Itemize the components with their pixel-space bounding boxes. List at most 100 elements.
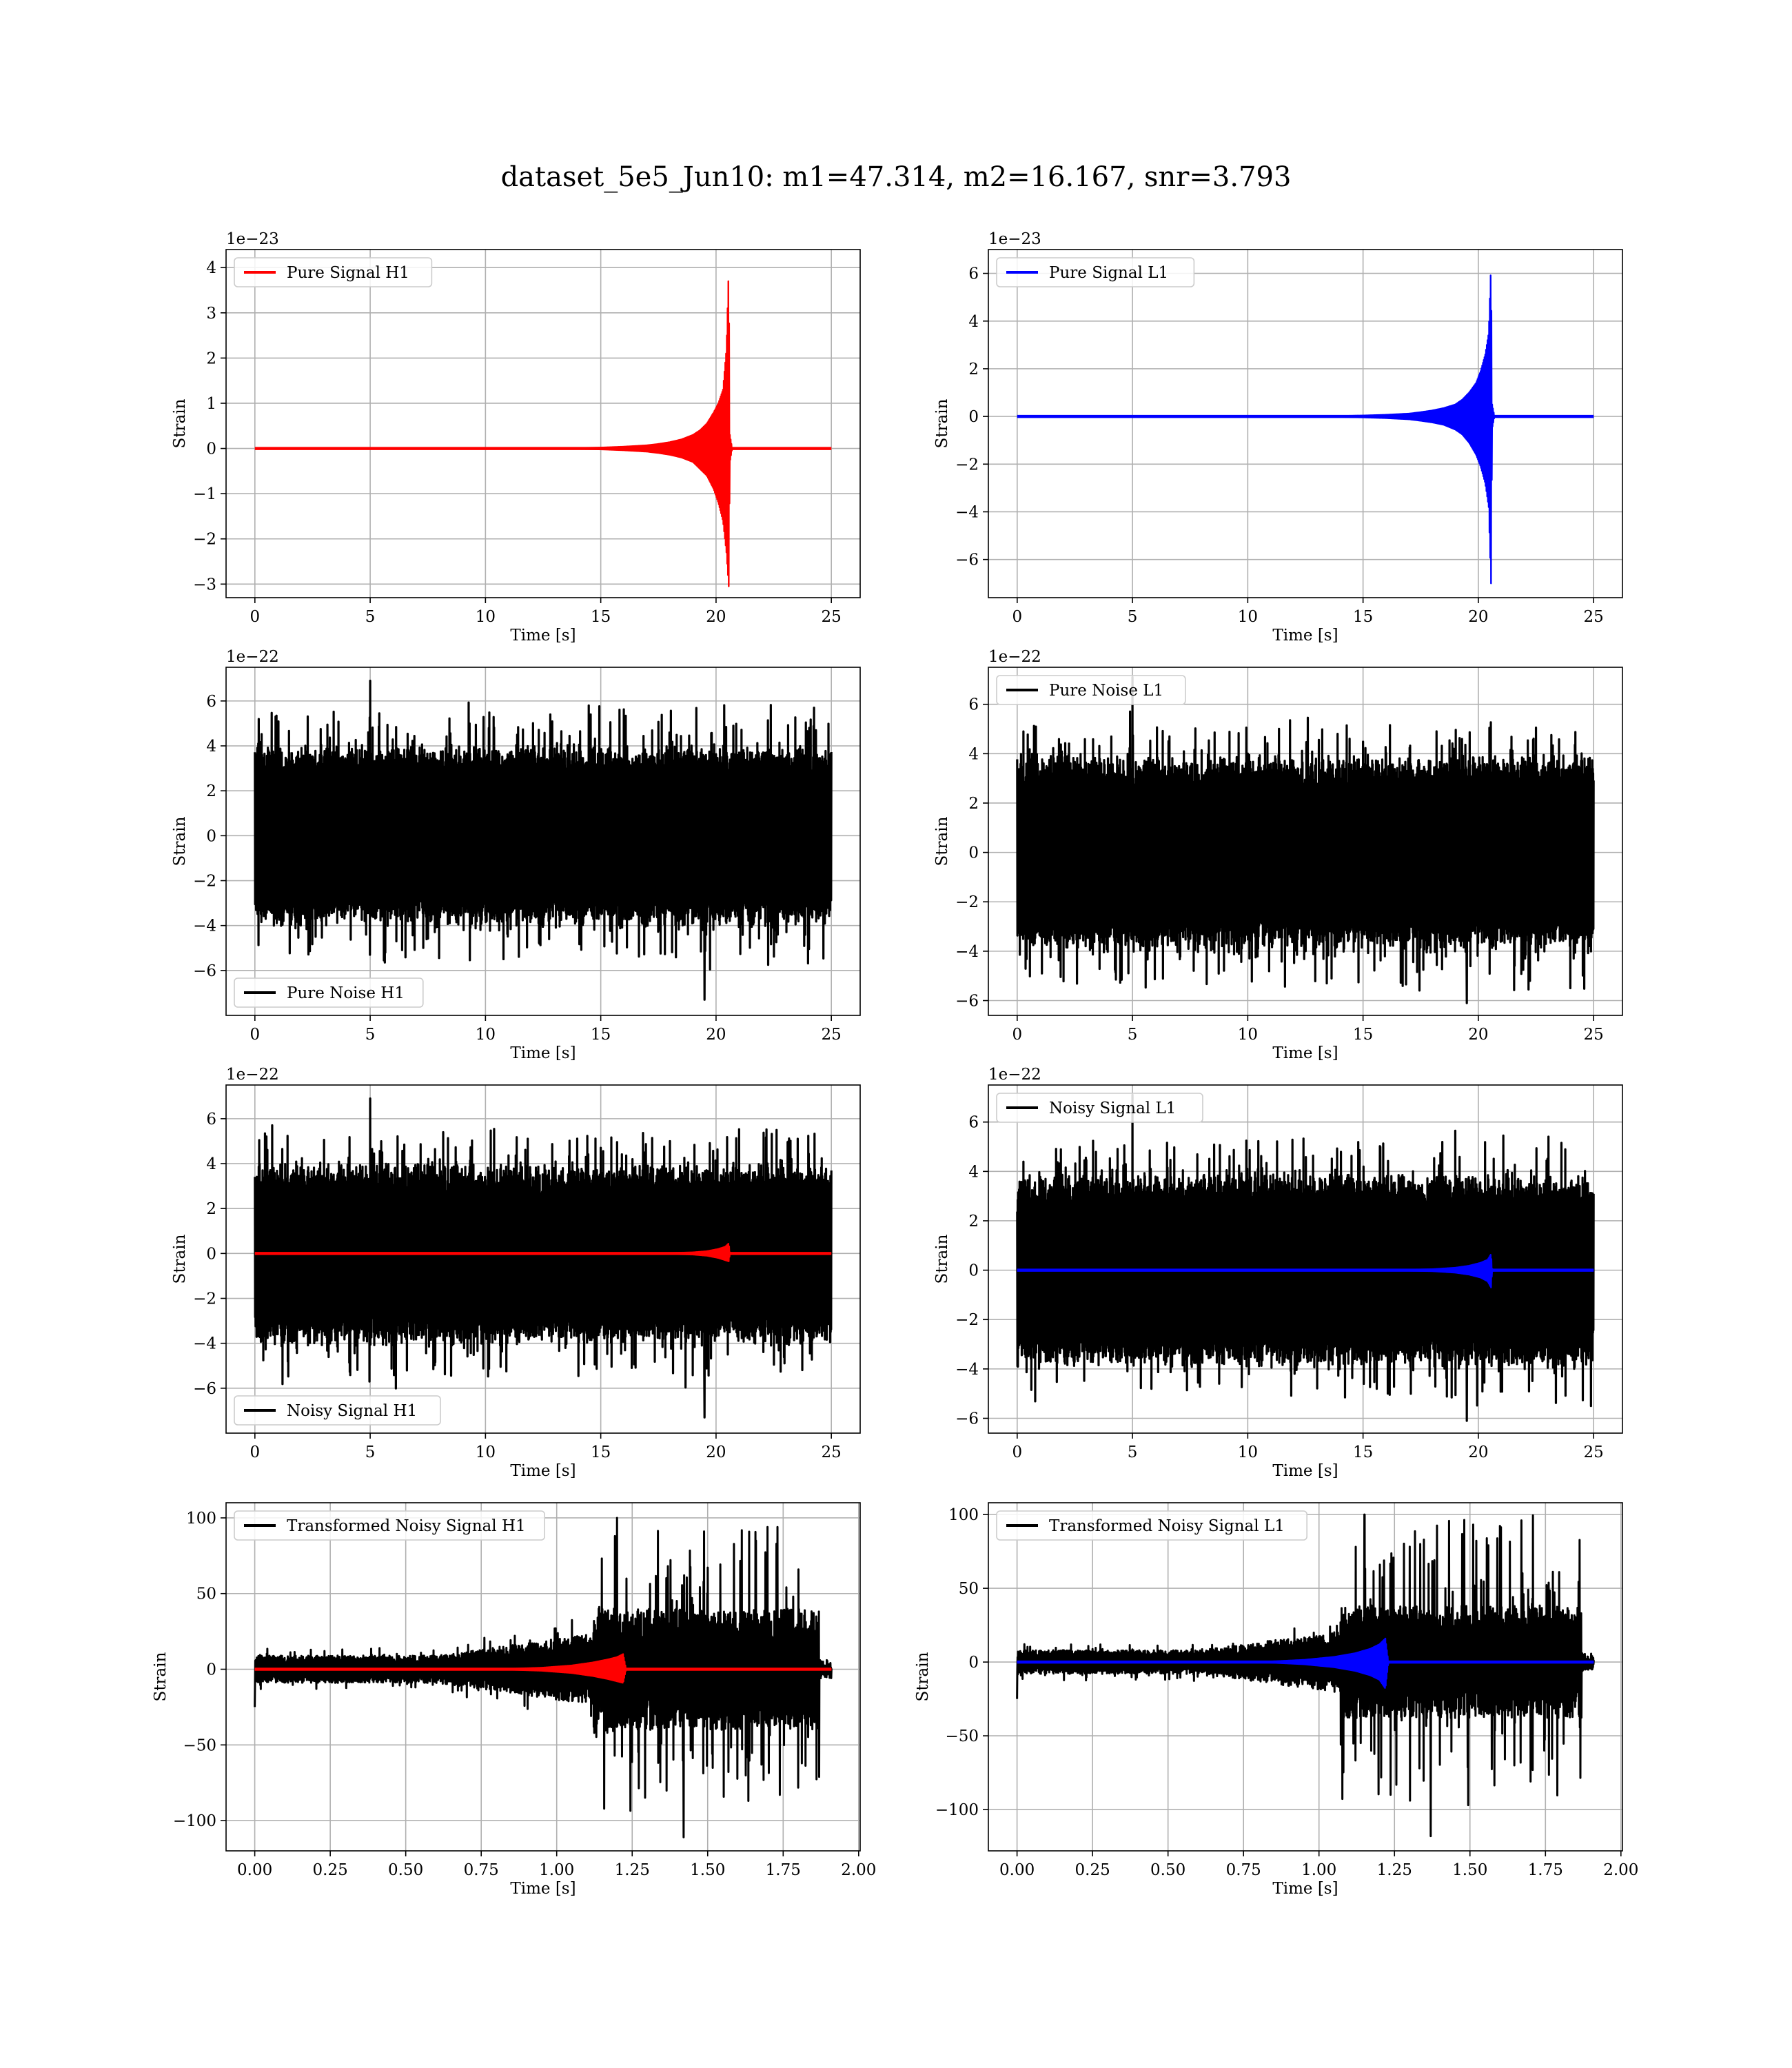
plot-area — [254, 1517, 833, 1838]
y-tick-label: −2 — [955, 893, 979, 911]
legend-box — [996, 1510, 1308, 1541]
x-tick-label: 0 — [1012, 608, 1022, 626]
y-tick-label: −100 — [935, 1801, 979, 1819]
legend: Pure Signal H1 — [234, 257, 433, 287]
y-tick-label: −1 — [193, 485, 216, 503]
y-tick-label: −6 — [193, 1380, 216, 1398]
series-transformed-noisy-signal-l1 — [1016, 1513, 1595, 1838]
legend-label: Noisy Signal L1 — [1049, 1099, 1176, 1117]
subplot-noisy-signal-h1: 0 5 10 15 20 25 −6 −4 −2 0 2 4 6 Time [s] Strain 1e−22 N… — [171, 1066, 861, 1480]
x-tick-label: 5 — [1128, 608, 1138, 626]
x-tick-label: 5 — [1128, 1443, 1138, 1461]
x-tick-label: 1.25 — [1377, 1861, 1412, 1879]
legend-label: Transformed Noisy Signal H1 — [287, 1517, 526, 1535]
y-tick-label: 6 — [968, 265, 979, 283]
x-tick-label: 25 — [1584, 1026, 1604, 1044]
x-tick-label: 25 — [822, 1026, 842, 1044]
x-tick-label: 0 — [250, 1026, 260, 1044]
x-tick-label: 5 — [365, 1443, 376, 1461]
legend-box — [234, 1395, 441, 1426]
subplot-noisy-signal-l1: 0 5 10 15 20 25 −6 −4 −2 0 2 4 6 Time [s] Strain 1e−22 N… — [933, 1066, 1623, 1480]
x-tick-label: 1.50 — [690, 1861, 725, 1879]
y-tick-label: −3 — [193, 576, 216, 594]
y-tick-label: 0 — [968, 844, 979, 862]
subplot-pure-signal-l1: 0 5 10 15 20 25 −6 −4 −2 0 2 4 6 Time [s] Strain 1e−23 P… — [933, 230, 1623, 645]
y-tick-label: 0 — [206, 1245, 216, 1263]
legend-box — [234, 1510, 546, 1541]
x-tick-label: 10 — [476, 608, 496, 626]
series-noisy-signal-h1 — [254, 1097, 833, 1419]
y-tick-label: 100 — [948, 1506, 979, 1524]
legend-box — [996, 1093, 1203, 1123]
y-axis-label: Strain — [171, 1234, 189, 1284]
y-tick-label: −4 — [955, 943, 979, 961]
x-tick-label: 1.25 — [615, 1861, 650, 1879]
legend: Pure Signal L1 — [996, 257, 1195, 287]
legend: Transformed Noisy Signal L1 — [996, 1510, 1308, 1541]
x-axis-label: Time [s] — [1272, 1462, 1338, 1480]
x-tick-label: 0.75 — [464, 1861, 499, 1879]
x-tick-label: 15 — [1353, 1443, 1373, 1461]
x-tick-label: 0 — [1012, 1443, 1022, 1461]
y-tick-label: −2 — [193, 1290, 216, 1308]
subplot-pure-noise-l1: 0 5 10 15 20 25 −6 −4 −2 0 2 4 6 Time [s] Strain 1e−22 P… — [933, 648, 1623, 1062]
y-tick-label: −4 — [193, 918, 216, 935]
y-tick-label: −4 — [955, 1361, 979, 1379]
y-axis-label: Strain — [152, 1652, 170, 1701]
x-tick-label: 1.75 — [1528, 1861, 1563, 1879]
y-tick-label: −6 — [955, 1410, 979, 1428]
x-tick-label: 15 — [591, 608, 611, 626]
y-tick-label: 0 — [206, 1661, 216, 1679]
y-tick-label: −50 — [183, 1736, 216, 1754]
series-pure-noise-h1 — [254, 679, 833, 1001]
x-axis-label: Time [s] — [1272, 1880, 1338, 1898]
y-tick-label: 2 — [206, 1200, 216, 1218]
x-tick-label: 10 — [1238, 608, 1258, 626]
x-tick-label: 25 — [1584, 1443, 1604, 1461]
y-tick-label: 100 — [186, 1510, 216, 1528]
y-tick-label: 6 — [206, 693, 216, 711]
y-tick-label: −2 — [193, 531, 216, 549]
x-axis-label: Time [s] — [1272, 627, 1338, 645]
plot-area — [1016, 1513, 1595, 1838]
y-tick-label: 6 — [968, 696, 979, 714]
y-tick-label: −50 — [945, 1727, 979, 1745]
y-tick-label: 0 — [206, 827, 216, 845]
legend: Pure Noise L1 — [996, 675, 1186, 705]
axis-offset-text: 1e−22 — [226, 648, 279, 666]
x-tick-label: 15 — [591, 1443, 611, 1461]
y-tick-label: 6 — [206, 1111, 216, 1128]
y-tick-label: 2 — [968, 361, 979, 378]
y-tick-label: −2 — [955, 456, 979, 474]
x-tick-label: 0.25 — [313, 1861, 348, 1879]
x-tick-label: 0.25 — [1075, 1861, 1110, 1879]
axes-frame — [225, 1502, 861, 1852]
x-tick-label: 1.50 — [1452, 1861, 1487, 1879]
y-axis-label: Strain — [171, 816, 189, 866]
y-tick-label: 0 — [206, 440, 216, 458]
y-tick-label: −6 — [955, 551, 979, 569]
y-axis-label: Strain — [933, 1234, 951, 1284]
y-tick-label: −2 — [193, 873, 216, 891]
x-tick-label: 25 — [822, 1443, 842, 1461]
axis-offset-text: 1e−23 — [226, 230, 279, 248]
axes-frame — [988, 1502, 1623, 1852]
legend-label: Pure Noise L1 — [1049, 682, 1163, 700]
x-tick-label: 15 — [591, 1026, 611, 1044]
y-axis-label: Strain — [933, 398, 951, 448]
y-axis-label: Strain — [171, 398, 189, 448]
axes-frame — [988, 1084, 1623, 1434]
x-tick-label: 0.50 — [388, 1861, 423, 1879]
y-tick-label: 2 — [968, 795, 979, 813]
x-tick-label: 0 — [250, 1443, 260, 1461]
x-tick-label: 10 — [1238, 1443, 1258, 1461]
y-tick-label: 50 — [196, 1585, 216, 1603]
x-tick-label: 20 — [706, 1026, 726, 1044]
legend-label: Transformed Noisy Signal L1 — [1049, 1517, 1285, 1535]
x-tick-label: 0.75 — [1226, 1861, 1261, 1879]
plot-area — [1016, 1093, 1595, 1422]
y-tick-label: 2 — [206, 782, 216, 800]
y-tick-label: 4 — [206, 259, 216, 277]
